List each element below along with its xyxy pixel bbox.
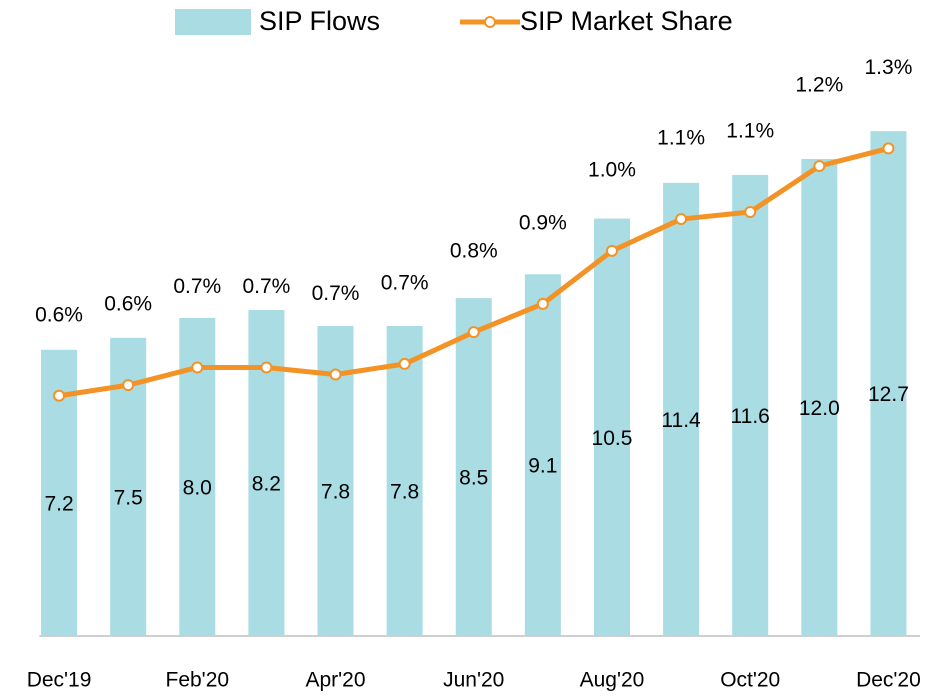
line-marker: [398, 357, 411, 370]
line-value-label: 0.7%: [242, 275, 290, 298]
bar-value-label: 12.7: [868, 383, 909, 406]
legend-swatch: [175, 9, 251, 35]
bar: [663, 182, 700, 636]
bar: [386, 325, 423, 636]
bar: [870, 131, 907, 637]
line-marker: [53, 389, 66, 402]
x-tick-label: Dec'19: [27, 669, 92, 692]
bar-value-label: 7.2: [44, 492, 73, 515]
legend-swatch: [484, 16, 496, 28]
line-value-label: 0.7%: [312, 282, 360, 305]
bar: [593, 218, 630, 636]
x-tick-label: Oct'20: [720, 669, 780, 692]
line-marker: [675, 213, 688, 226]
line-marker: [882, 142, 895, 155]
line-marker: [191, 361, 204, 374]
line-value-label: 1.3%: [865, 56, 913, 79]
bar-value-label: 7.5: [114, 486, 143, 509]
bar: [801, 159, 838, 636]
line-value-label: 0.9%: [519, 211, 567, 234]
x-tick-label: Feb'20: [166, 669, 230, 692]
bar-value-label: 10.5: [592, 427, 633, 450]
line-marker: [467, 326, 480, 339]
line-value-label: 0.6%: [35, 303, 83, 326]
line-marker: [260, 361, 273, 374]
bar-value-label: 8.0: [183, 477, 212, 500]
line-marker: [329, 368, 342, 381]
bar-value-label: 11.6: [731, 405, 770, 428]
line-value-label: 1.2%: [795, 74, 843, 97]
line-value-label: 1.1%: [657, 127, 705, 150]
line-value-label: 1.0%: [588, 158, 636, 181]
line-marker: [813, 160, 826, 173]
line-marker: [605, 244, 618, 257]
bar-value-label: 7.8: [390, 481, 419, 504]
x-tick-label: Jun'20: [443, 669, 504, 692]
line-marker: [536, 297, 549, 310]
line-marker: [122, 379, 135, 392]
bar-value-label: 8.5: [459, 467, 488, 490]
bar-value-label: 12.0: [799, 397, 840, 420]
line-value-label: 0.7%: [173, 275, 221, 298]
line-value-label: 0.7%: [381, 271, 429, 294]
bar-value-label: 9.1: [528, 455, 557, 478]
line-value-label: 0.8%: [450, 240, 498, 263]
x-tick-label: Aug'20: [580, 669, 645, 692]
x-tick-label: Apr'20: [305, 669, 365, 692]
bar-value-label: 7.8: [321, 481, 350, 504]
legend-label: SIP Market Share: [520, 6, 733, 36]
bar: [455, 298, 492, 636]
line-value-label: 1.1%: [726, 120, 774, 143]
x-tick-label: Dec'20: [856, 669, 921, 692]
bar: [732, 174, 769, 636]
bar: [524, 274, 561, 636]
line-marker: [744, 206, 757, 218]
line-value-label: 0.6%: [104, 293, 152, 316]
legend-label: SIP Flows: [259, 6, 380, 36]
bar-value-label: 11.4: [661, 409, 701, 432]
bar-value-label: 8.2: [252, 473, 281, 496]
